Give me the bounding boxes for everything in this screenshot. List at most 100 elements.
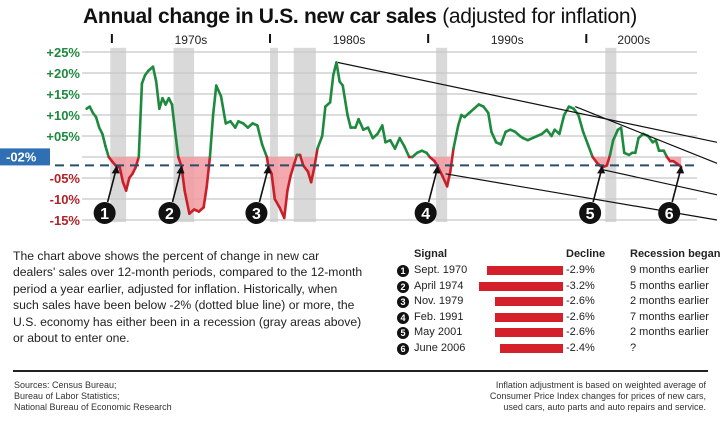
line-segment: [393, 136, 401, 150]
signal-badge: [579, 202, 602, 224]
line-segment: [301, 164, 310, 173]
line-segment: [482, 105, 490, 115]
line-segment: [577, 113, 585, 134]
line-segment: [154, 80, 161, 110]
decline-bar: [495, 312, 563, 322]
arrow-head-icon: [263, 165, 272, 174]
recession-began: ?: [630, 341, 637, 354]
decline-value: -2.4%: [566, 341, 595, 354]
y-tick-label: +05%: [46, 129, 80, 144]
line-segment: [591, 155, 599, 165]
chart-description: The chart above shows the percent of cha…: [13, 249, 363, 346]
line-segment: [398, 136, 406, 148]
signal-number-badge: 6: [397, 342, 409, 355]
arrow-head-icon: [176, 165, 185, 174]
line-segment: [608, 138, 615, 157]
recession-began: 2 months earlier: [630, 295, 709, 307]
line-segment: [270, 172, 277, 201]
inflation-note: Inflation adjustment is based on weighte…: [490, 380, 706, 413]
line-segment: [173, 130, 180, 159]
line-segment: [292, 153, 299, 167]
signal-badge: [414, 202, 437, 224]
y-tick-label: -05%: [50, 171, 81, 186]
line-segment: [286, 174, 292, 192]
arrow-head-icon: [676, 165, 685, 174]
line-segment: [219, 94, 228, 125]
line-segment: [654, 138, 661, 152]
signal-number-badge: 5: [397, 327, 409, 339]
source-line: Sources: Census Bureau;: [14, 380, 117, 390]
signal-number: 3: [252, 206, 261, 223]
decline-value: -2.9%: [566, 264, 595, 276]
divider: [13, 370, 708, 372]
decline-bar: [495, 328, 563, 337]
line-segment: [101, 132, 107, 148]
y-tick-label: +20%: [46, 66, 80, 81]
line-segment: [605, 153, 612, 167]
signal-number: 1: [100, 206, 109, 223]
line-segment: [452, 124, 460, 150]
source-line: Bureau of Labor Statistics;: [14, 391, 120, 401]
recession-band: [436, 47, 448, 223]
source-line: National Bureau of Economic Research: [14, 402, 172, 412]
decade-label: 2000s: [617, 33, 650, 47]
recession-began: 7 months earlier: [630, 310, 709, 323]
line-segment: [490, 130, 498, 144]
line-segment: [558, 113, 566, 136]
line-segment: [486, 111, 493, 134]
decade-label: 1990s: [491, 33, 524, 47]
signal-badge: [93, 202, 116, 224]
y-tick-label: +10%: [46, 108, 80, 123]
chart-title: Annual change in U.S. new car sales (adj…: [0, 5, 720, 29]
line-segment: [316, 134, 324, 150]
line-segment: [572, 107, 580, 117]
recession-began: 2 months earlier: [630, 326, 709, 338]
signal-badge: [245, 202, 268, 224]
trendline: [337, 61, 718, 143]
header-decline: Decline: [566, 248, 606, 260]
signal-row: 3 Nov. 1979 -2.6% 2 months earlier: [397, 295, 717, 310]
line-segment: [170, 103, 177, 134]
line-segment: [499, 130, 507, 146]
trendline: [575, 106, 718, 164]
signal-row: 2 April 1974 -3.2% 5 months earlier: [397, 280, 717, 295]
sources: Sources: Census Bureau; Bureau of Labor …: [14, 380, 172, 413]
line-segment: [260, 143, 269, 159]
chart: -02% +25% +20% +15% +10% +05% -05% -10% -15% 19…: [0, 33, 718, 228]
decline-fill: [266, 157, 294, 218]
signal-number-badge: 2: [397, 280, 409, 293]
line-segment: [104, 145, 111, 159]
line-segment: [202, 185, 209, 209]
line-segment: [619, 126, 626, 155]
signal-number-badge: 3: [397, 296, 409, 308]
line-segment: [611, 128, 620, 142]
signal-row: 1 Sept. 1970 -2.9% 9 months earlier: [397, 264, 717, 279]
y-tick-label: -10%: [50, 192, 81, 207]
trendline: [601, 169, 718, 196]
arrow-head-icon: [432, 165, 441, 174]
line-segment: [94, 115, 101, 129]
recession-band: [270, 47, 278, 223]
decade-labels: 1970s 1980s 1990s 2000s: [110, 33, 650, 47]
line-segment: [335, 61, 341, 83]
line-segment: [282, 189, 289, 220]
signal-number: 5: [586, 206, 595, 223]
note-line: Consumer Price Index changes for prices …: [489, 391, 706, 401]
line-segment: [140, 73, 147, 85]
signal-number: 2: [165, 206, 174, 223]
y-tick-label: +25%: [46, 45, 80, 60]
decade-label: 1970s: [175, 33, 208, 47]
decline-bar: [487, 266, 563, 275]
signal-date: Feb. 1991: [414, 310, 464, 323]
line-segment: [357, 117, 365, 131]
recession-began: 9 months earlier: [630, 264, 709, 276]
arrow-head-icon: [597, 165, 606, 174]
title-sub: (adjusted for inflation): [436, 5, 637, 28]
line-segment: [256, 124, 264, 146]
sales-line: [85, 61, 683, 220]
line-segment: [137, 82, 144, 159]
decline-fill: [178, 157, 210, 214]
line-segment: [581, 130, 590, 146]
note-line: Inflation adjustment is based on weighte…: [495, 380, 706, 390]
signal-number: 4: [421, 206, 430, 223]
